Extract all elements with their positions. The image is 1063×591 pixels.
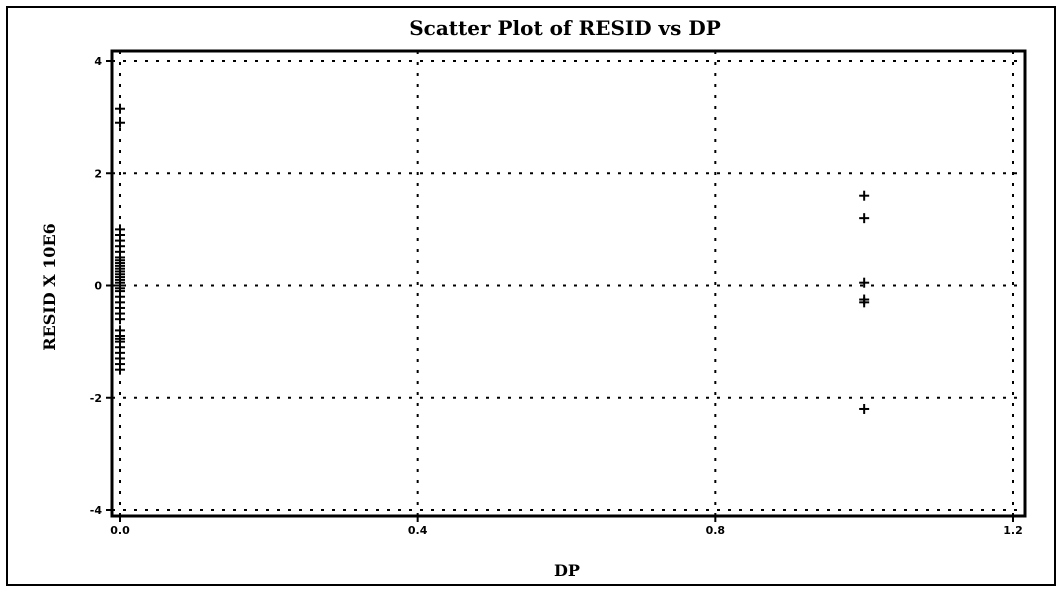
chart-title: Scatter Plot of RESID vs DP xyxy=(409,16,721,40)
x-tick-label: 0.4 xyxy=(408,524,428,537)
chart-frame xyxy=(6,6,1056,586)
y-tick-label: 0 xyxy=(94,280,102,293)
x-axis-label: DP xyxy=(554,561,580,580)
y-tick-label: 4 xyxy=(94,55,102,68)
data-point xyxy=(859,297,870,308)
x-tick-label: 0.0 xyxy=(110,524,130,537)
x-tick-label: 1.2 xyxy=(1003,524,1023,537)
y-axis-label: RESID X 10E6 xyxy=(40,223,59,351)
y-tick-label: 2 xyxy=(94,167,102,180)
data-point xyxy=(115,314,125,325)
data-point xyxy=(859,277,870,288)
data-point xyxy=(115,117,125,128)
plot-area xyxy=(110,49,1027,518)
data-point xyxy=(859,403,870,414)
x-tick-label: 0.8 xyxy=(706,524,726,537)
data-point xyxy=(115,103,125,114)
data-points xyxy=(115,103,870,414)
y-tick-label: -2 xyxy=(90,392,102,405)
data-point xyxy=(859,213,870,224)
axis-ticks: 0.0 0.4 0.8 1.2 4 2 0 -2 -4 xyxy=(90,55,1023,537)
data-point xyxy=(115,364,125,375)
data-point xyxy=(859,190,870,201)
y-tick-label: -4 xyxy=(90,504,103,517)
grid-lines xyxy=(112,51,1025,516)
